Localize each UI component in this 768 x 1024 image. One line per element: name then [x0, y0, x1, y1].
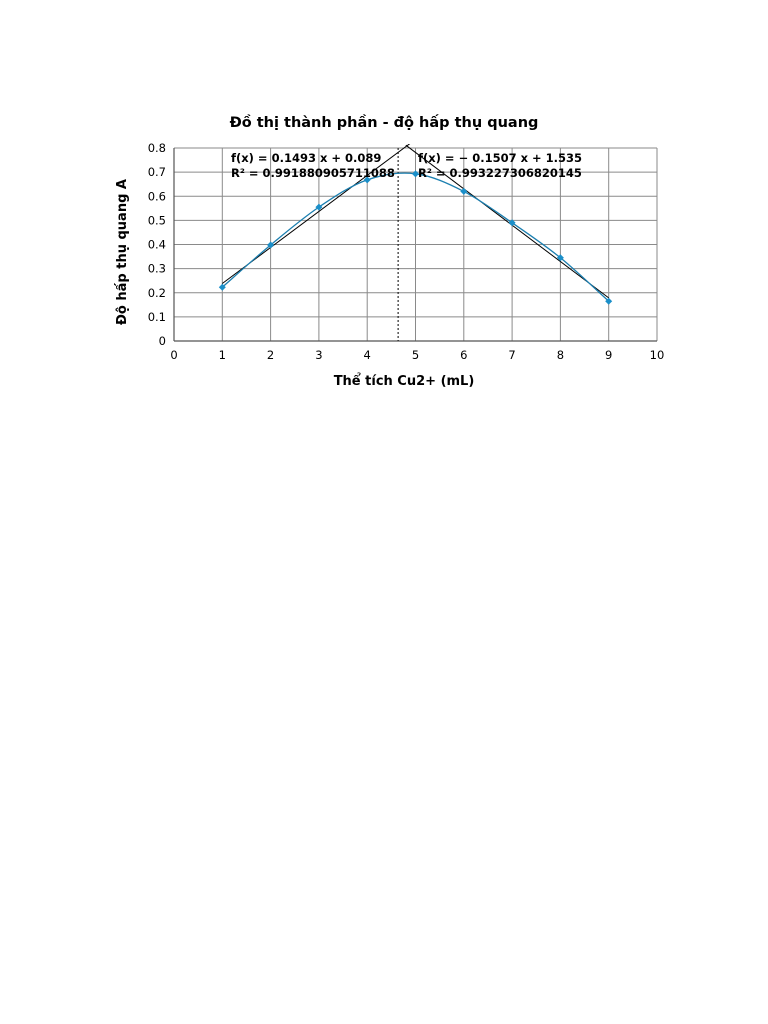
- x-tick-label: 3: [315, 348, 322, 362]
- x-tick-label: 10: [650, 348, 665, 362]
- data-point: [508, 219, 516, 227]
- data-point: [267, 241, 275, 249]
- x-tick-label: 8: [557, 348, 564, 362]
- x-tick-label: 0: [170, 348, 177, 362]
- x-axis-label: Thể tích Cu2+ (mL): [334, 373, 475, 389]
- data-point: [460, 187, 468, 195]
- data-point: [556, 254, 564, 262]
- data-point: [218, 283, 226, 291]
- y-tick-labels: 0 0.1 0.2 0.3 0.4 0.5 0.6 0.7 0.8: [148, 141, 166, 348]
- x-tick-label: 9: [605, 348, 612, 362]
- chart-title: Đồ thị thành phần - độ hấp thụ quang: [230, 114, 539, 131]
- y-tick-label: 0.7: [148, 165, 166, 179]
- x-tick-label: 2: [267, 348, 274, 362]
- data-point: [605, 297, 613, 305]
- y-tick-label: 0.2: [148, 286, 166, 300]
- x-tick-label: 7: [508, 348, 515, 362]
- trendline-1-equation: f(x) = 0.1493 x + 0.089: [231, 151, 381, 165]
- trendline-2-equation: f(x) = − 0.1507 x + 1.535: [418, 151, 582, 165]
- trendline-1-r2: R² = 0.991880905711088: [231, 166, 395, 180]
- y-tick-label: 0.3: [148, 262, 166, 276]
- trendline-2-r2: R² = 0.993227306820145: [418, 166, 582, 180]
- x-tick-labels: 0 1 2 3 4 5 6 7 8 9 10: [170, 348, 664, 362]
- grid: [173, 147, 658, 342]
- y-axis-label: Độ hấp thụ quang A: [115, 179, 130, 325]
- y-tick-label: 0.5: [148, 213, 166, 227]
- x-tick-label: 5: [412, 348, 419, 362]
- x-tick-label: 4: [364, 348, 371, 362]
- series-marks: [218, 144, 613, 341]
- trendline-2: [405, 144, 610, 299]
- x-tick-label: 1: [219, 348, 226, 362]
- data-point: [412, 170, 419, 178]
- y-tick-label: 0.4: [148, 238, 166, 252]
- y-tick-label: 0.6: [148, 189, 166, 203]
- data-point: [363, 176, 371, 184]
- data-point: [315, 203, 323, 211]
- x-tick-label: 6: [460, 348, 467, 362]
- y-tick-label: 0.8: [148, 141, 166, 155]
- y-tick-label: 0: [159, 334, 166, 348]
- y-tick-label: 0.1: [148, 310, 166, 324]
- axes: [173, 148, 657, 342]
